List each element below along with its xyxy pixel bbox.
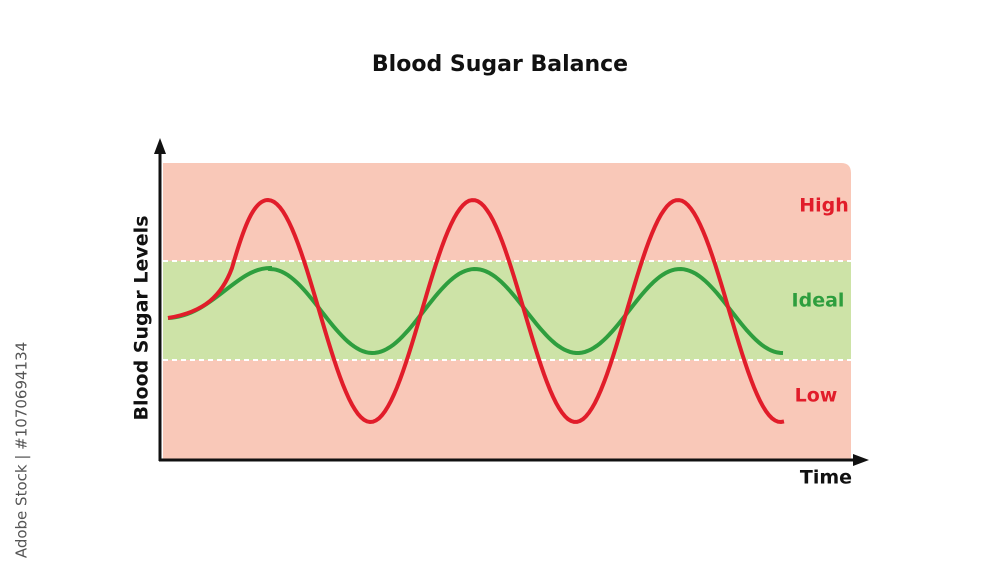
watermark: Adobe Stock | #1070694134 <box>13 342 31 558</box>
unbalanced-curve <box>167 197 785 425</box>
y-axis-label: Blood Sugar Levels <box>131 215 153 420</box>
y-axis-arrow <box>154 138 166 154</box>
ideal-zone <box>163 261 851 360</box>
x-axis-arrow <box>853 454 869 466</box>
x-axis-label: Time <box>800 467 852 489</box>
zone-label: Low <box>795 385 838 407</box>
zone-label: High <box>799 195 849 217</box>
zone-label: Ideal <box>792 290 845 312</box>
title: Blood Sugar Balance <box>372 52 628 77</box>
